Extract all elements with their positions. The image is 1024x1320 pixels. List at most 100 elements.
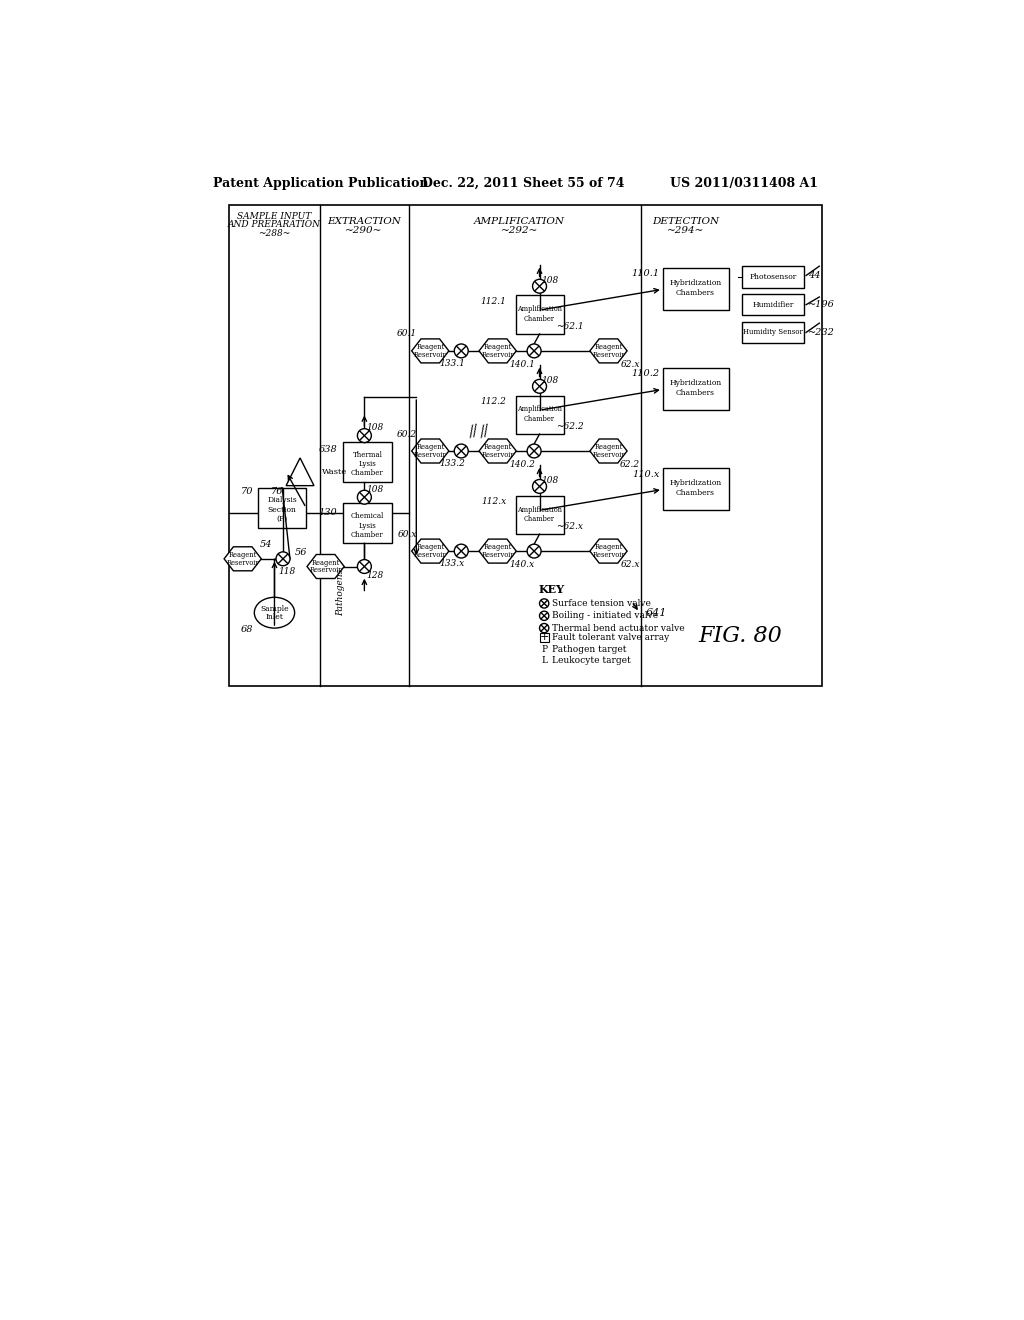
Circle shape: [540, 611, 549, 620]
Circle shape: [455, 544, 468, 558]
Text: ~62.1: ~62.1: [556, 322, 584, 331]
Text: Reagent: Reagent: [416, 444, 444, 451]
Text: 118: 118: [279, 566, 296, 576]
Text: 112.1: 112.1: [481, 297, 507, 306]
Text: Reservoir: Reservoir: [592, 451, 625, 459]
Text: AMPLIFICATION: AMPLIFICATION: [474, 216, 565, 226]
Text: 108: 108: [542, 376, 559, 384]
Polygon shape: [590, 339, 627, 363]
Text: 140.2: 140.2: [510, 461, 536, 470]
Text: 108: 108: [542, 475, 559, 484]
Text: FIG. 80: FIG. 80: [698, 624, 782, 647]
Text: Reagent: Reagent: [594, 444, 623, 451]
FancyBboxPatch shape: [515, 296, 563, 334]
Text: 54: 54: [260, 540, 272, 549]
Text: Humidifier: Humidifier: [752, 301, 794, 309]
Text: Reservoir: Reservoir: [414, 550, 446, 558]
Polygon shape: [479, 440, 516, 463]
Text: Waste: Waste: [322, 467, 347, 475]
Text: P: P: [541, 645, 547, 655]
Polygon shape: [479, 339, 516, 363]
Polygon shape: [412, 440, 449, 463]
Text: Humidity Sensor: Humidity Sensor: [742, 329, 803, 337]
Text: 62.x: 62.x: [621, 360, 640, 370]
Text: Section: Section: [268, 506, 297, 513]
Text: Pathogen target: Pathogen target: [552, 645, 627, 655]
Text: 68: 68: [241, 626, 254, 634]
Text: Dialysis: Dialysis: [267, 496, 297, 504]
Text: 70: 70: [241, 487, 254, 495]
Text: 140.x: 140.x: [510, 561, 536, 569]
FancyBboxPatch shape: [663, 469, 729, 511]
Text: 110.x: 110.x: [632, 470, 659, 479]
Text: Reagent: Reagent: [228, 550, 257, 558]
Text: Hybridization: Hybridization: [669, 279, 722, 288]
Text: ~232: ~232: [808, 327, 835, 337]
FancyBboxPatch shape: [663, 268, 729, 310]
Text: Chamber: Chamber: [524, 314, 555, 322]
Text: ~62.2: ~62.2: [556, 422, 584, 430]
Polygon shape: [412, 339, 449, 363]
Text: L: L: [541, 656, 547, 665]
Text: Patent Application Publication: Patent Application Publication: [213, 177, 429, 190]
Text: Thermal bend actuator valve: Thermal bend actuator valve: [552, 623, 685, 632]
Text: Dec. 22, 2011: Dec. 22, 2011: [423, 177, 519, 190]
Text: Boiling - initiated valve: Boiling - initiated valve: [552, 611, 658, 620]
Text: Reservoir: Reservoir: [226, 558, 259, 566]
Text: Pathogens: Pathogens: [337, 569, 346, 615]
Text: Reagent: Reagent: [483, 444, 512, 451]
Text: 108: 108: [367, 424, 384, 433]
Polygon shape: [286, 458, 314, 486]
Polygon shape: [224, 546, 261, 570]
FancyBboxPatch shape: [741, 322, 804, 343]
Text: //: //: [467, 424, 479, 440]
Text: Reservoir: Reservoir: [481, 351, 514, 359]
Polygon shape: [307, 554, 344, 578]
Text: Chambers: Chambers: [676, 490, 715, 498]
Text: //: //: [478, 424, 490, 440]
Text: Hybridization: Hybridization: [669, 479, 722, 487]
FancyBboxPatch shape: [343, 503, 391, 544]
Text: 638: 638: [318, 445, 337, 454]
Circle shape: [532, 379, 547, 393]
Text: 44: 44: [808, 271, 820, 280]
Text: Reservoir: Reservoir: [592, 351, 625, 359]
Text: Reagent: Reagent: [483, 544, 512, 552]
Text: 62.2: 62.2: [621, 461, 640, 470]
Text: Amplification: Amplification: [517, 506, 562, 513]
Text: Chamber: Chamber: [524, 414, 555, 422]
Text: 130: 130: [318, 508, 337, 517]
Text: Reservoir: Reservoir: [414, 451, 446, 459]
Text: 60.2: 60.2: [397, 429, 417, 438]
FancyBboxPatch shape: [258, 488, 306, 528]
Text: 641: 641: [646, 607, 667, 618]
Text: Chambers: Chambers: [676, 389, 715, 397]
Text: Lysis: Lysis: [358, 521, 377, 529]
Circle shape: [532, 479, 547, 494]
Text: Reservoir: Reservoir: [414, 351, 446, 359]
Text: Sheet 55 of 74: Sheet 55 of 74: [523, 177, 625, 190]
Text: AND PREPARATION: AND PREPARATION: [228, 220, 321, 230]
Text: Reagent: Reagent: [416, 343, 444, 351]
Text: ~292~: ~292~: [501, 226, 538, 235]
Text: ~294~: ~294~: [668, 226, 705, 235]
Polygon shape: [479, 539, 516, 564]
Text: ~290~: ~290~: [345, 226, 382, 235]
FancyBboxPatch shape: [228, 205, 821, 686]
Circle shape: [276, 552, 290, 566]
Text: 76: 76: [270, 487, 283, 496]
Text: EXTRACTION: EXTRACTION: [327, 216, 400, 226]
Text: KEY: KEY: [539, 585, 565, 595]
Text: ~62.x: ~62.x: [556, 521, 584, 531]
Text: Fault tolerant valve array: Fault tolerant valve array: [552, 632, 669, 642]
FancyBboxPatch shape: [663, 368, 729, 411]
Text: Amplification: Amplification: [517, 405, 562, 413]
Text: Reservoir: Reservoir: [309, 566, 342, 574]
Polygon shape: [590, 440, 627, 463]
FancyBboxPatch shape: [741, 294, 804, 315]
Text: Leukocyte target: Leukocyte target: [552, 656, 631, 665]
Text: ~288~: ~288~: [258, 228, 291, 238]
FancyBboxPatch shape: [515, 396, 563, 434]
Text: SAMPLE INPUT: SAMPLE INPUT: [238, 211, 311, 220]
Text: Hybridization: Hybridization: [669, 379, 722, 387]
